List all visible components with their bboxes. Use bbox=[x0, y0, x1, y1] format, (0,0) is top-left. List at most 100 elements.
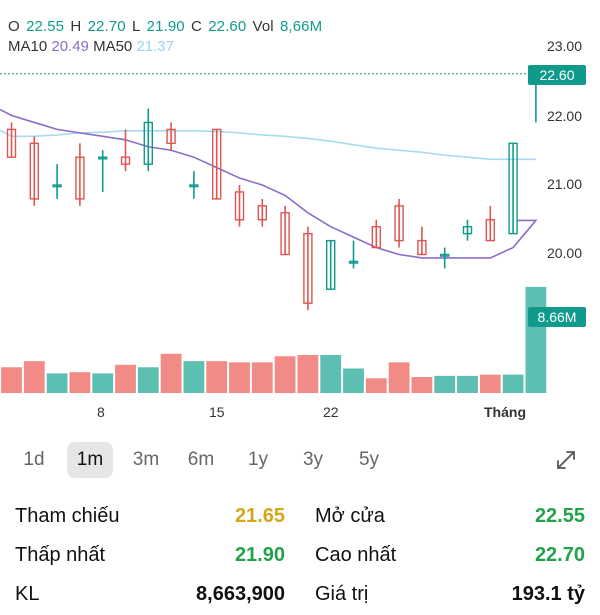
stat-label: Cao nhất bbox=[315, 544, 397, 566]
period-tab-1m[interactable]: 1m bbox=[67, 442, 113, 478]
close-label: C bbox=[191, 18, 202, 35]
ma10-label: MA10 bbox=[8, 38, 48, 55]
volume-bar bbox=[343, 368, 364, 393]
open-value: 22.55 bbox=[26, 18, 65, 35]
stat-label: Giá trị bbox=[315, 583, 369, 605]
volume-bar bbox=[434, 375, 456, 393]
expand-icon[interactable] bbox=[554, 448, 578, 472]
candle-body bbox=[29, 142, 39, 200]
period-tab-3m[interactable]: 3m bbox=[132, 449, 160, 470]
candle-body bbox=[97, 156, 108, 160]
stat-value: 22.55 bbox=[534, 505, 585, 527]
stat-value: 21.90 bbox=[234, 544, 285, 566]
volume-bar bbox=[457, 375, 478, 393]
candle-body bbox=[326, 239, 336, 290]
volume-bar bbox=[297, 355, 319, 393]
price-chart[interactable] bbox=[0, 0, 600, 430]
ma10-line bbox=[0, 108, 538, 259]
stat-value: 21.65 bbox=[234, 505, 285, 527]
candle-body bbox=[257, 205, 267, 221]
candle-body bbox=[508, 142, 518, 235]
candle-body bbox=[348, 260, 359, 264]
volume-bar bbox=[251, 362, 273, 393]
moving-average-readout: MA10 20.49 MA50 21.37 bbox=[8, 38, 174, 55]
candle-body bbox=[143, 121, 154, 165]
stat-label: Mở cửa bbox=[315, 505, 385, 527]
candle-body bbox=[120, 156, 131, 165]
candle-body bbox=[303, 232, 313, 304]
volume-label: Vol bbox=[252, 18, 274, 35]
volume-bar bbox=[160, 353, 182, 393]
open-label: O bbox=[8, 18, 20, 35]
volume-bar bbox=[137, 367, 159, 393]
candle-body bbox=[166, 128, 176, 144]
y-tick-label: 22.00 bbox=[546, 108, 582, 124]
stat-label: Tham chiếu bbox=[15, 505, 120, 527]
ohlc-readout: O 22.55 H 22.70 L 21.90 C 22.60 Vol 8,66… bbox=[8, 18, 324, 35]
low-label: L bbox=[131, 18, 141, 35]
volume-bar bbox=[206, 361, 228, 393]
candle-body bbox=[462, 225, 473, 235]
ma50-label: MA50 bbox=[93, 38, 133, 55]
candle-body bbox=[6, 128, 17, 158]
close-value: 22.60 bbox=[208, 18, 247, 35]
stat-value: 22.70 bbox=[534, 544, 585, 566]
volume-bar bbox=[320, 355, 342, 393]
period-tab-3y[interactable]: 3y bbox=[302, 449, 324, 470]
volume-bar bbox=[479, 374, 501, 393]
volume-bar bbox=[23, 361, 45, 393]
high-value: 22.70 bbox=[87, 18, 126, 35]
volume-badge: 8.66M bbox=[528, 307, 586, 327]
period-tab-1d[interactable]: 1d bbox=[23, 449, 45, 470]
stat-low: Thấp nhất 21.90 bbox=[15, 544, 285, 576]
y-tick-label: 21.00 bbox=[546, 176, 582, 192]
period-tab-5y[interactable]: 5y bbox=[358, 449, 380, 470]
volume-bar bbox=[115, 364, 136, 393]
volume-bar bbox=[1, 367, 22, 393]
volume-bar bbox=[274, 356, 296, 393]
stat-volume: KL 8,663,900 bbox=[15, 583, 285, 615]
stat-value-traded: Giá trị 193.1 tỷ bbox=[315, 583, 585, 615]
stat-label: Thấp nhất bbox=[15, 544, 106, 566]
low-value: 21.90 bbox=[146, 18, 185, 35]
candle-body bbox=[280, 212, 290, 256]
period-tab-6m[interactable]: 6m bbox=[187, 449, 215, 470]
candle-body bbox=[189, 184, 199, 188]
candle-body bbox=[211, 128, 222, 200]
candle-body bbox=[485, 219, 495, 242]
period-selector: 1d 1m 3m 6m 1y 3y 5y bbox=[0, 440, 600, 484]
candle-body bbox=[75, 156, 85, 200]
candle-body bbox=[52, 184, 62, 188]
candle-body bbox=[417, 239, 427, 256]
volume-bar bbox=[229, 362, 250, 393]
stat-high: Cao nhất 22.70 bbox=[315, 544, 585, 576]
last-price-badge: 22.60 bbox=[528, 65, 586, 85]
volume-bar bbox=[69, 372, 91, 393]
volume-bar bbox=[502, 374, 524, 393]
volume-bar bbox=[92, 373, 114, 393]
ma50-value: 21.37 bbox=[136, 38, 174, 55]
y-tick-label: 20.00 bbox=[546, 245, 582, 261]
stat-value: 193.1 tỷ bbox=[511, 583, 585, 605]
stat-open: Mở cửa 22.55 bbox=[315, 505, 585, 537]
stat-label: KL bbox=[15, 583, 40, 605]
x-tick-label: 8 bbox=[97, 404, 105, 420]
candle-body bbox=[394, 205, 404, 242]
high-label: H bbox=[70, 18, 82, 35]
x-tick-label: 22 bbox=[323, 404, 339, 420]
volume-bar bbox=[411, 377, 433, 393]
stat-reference: Tham chiếu 21.65 bbox=[15, 505, 285, 537]
volume-bar bbox=[46, 373, 68, 393]
candle-body bbox=[234, 191, 245, 221]
x-tick-label: 15 bbox=[209, 404, 225, 420]
candle-body bbox=[440, 253, 450, 257]
stat-value: 8,663,900 bbox=[196, 583, 285, 605]
x-tick-label: Tháng bbox=[484, 404, 526, 420]
ma10-value: 20.49 bbox=[51, 38, 89, 55]
volume-bar bbox=[388, 362, 410, 393]
candle-body bbox=[371, 225, 381, 249]
period-tab-1y[interactable]: 1y bbox=[247, 449, 269, 470]
volume-bar bbox=[525, 286, 547, 393]
volume-bar bbox=[365, 378, 387, 393]
y-tick-label: 23.00 bbox=[546, 38, 582, 54]
